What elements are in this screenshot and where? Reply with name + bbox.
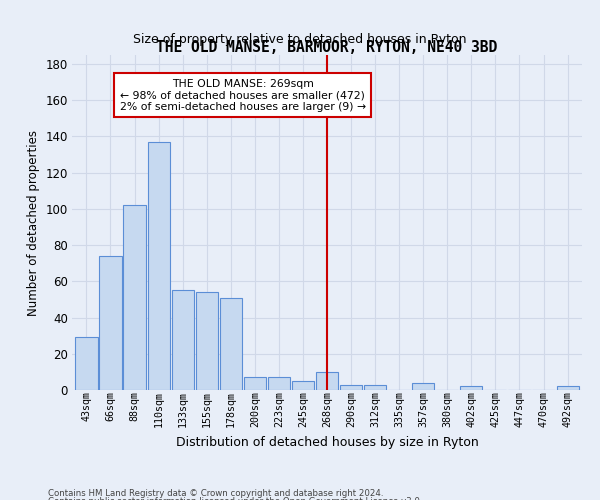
- Text: Contains HM Land Registry data © Crown copyright and database right 2024.: Contains HM Land Registry data © Crown c…: [48, 488, 383, 498]
- Bar: [292, 381, 314, 390]
- Bar: [557, 386, 578, 390]
- Text: Size of property relative to detached houses in Ryton: Size of property relative to detached ho…: [133, 32, 467, 46]
- Bar: [196, 292, 218, 390]
- Bar: [148, 142, 170, 390]
- Bar: [364, 384, 386, 390]
- Bar: [268, 378, 290, 390]
- Text: THE OLD MANSE: 269sqm
← 98% of detached houses are smaller (472)
2% of semi-deta: THE OLD MANSE: 269sqm ← 98% of detached …: [120, 78, 366, 112]
- Title: THE OLD MANSE, BARMOOR, RYTON, NE40 3BD: THE OLD MANSE, BARMOOR, RYTON, NE40 3BD: [157, 40, 497, 55]
- Bar: [412, 383, 434, 390]
- Bar: [244, 378, 266, 390]
- Bar: [340, 384, 362, 390]
- Bar: [100, 256, 122, 390]
- Bar: [316, 372, 338, 390]
- Bar: [460, 386, 482, 390]
- Text: Contains public sector information licensed under the Open Government Licence v3: Contains public sector information licen…: [48, 498, 422, 500]
- X-axis label: Distribution of detached houses by size in Ryton: Distribution of detached houses by size …: [176, 436, 478, 448]
- Bar: [124, 206, 146, 390]
- Bar: [220, 298, 242, 390]
- Y-axis label: Number of detached properties: Number of detached properties: [27, 130, 40, 316]
- Bar: [172, 290, 194, 390]
- Bar: [76, 338, 98, 390]
